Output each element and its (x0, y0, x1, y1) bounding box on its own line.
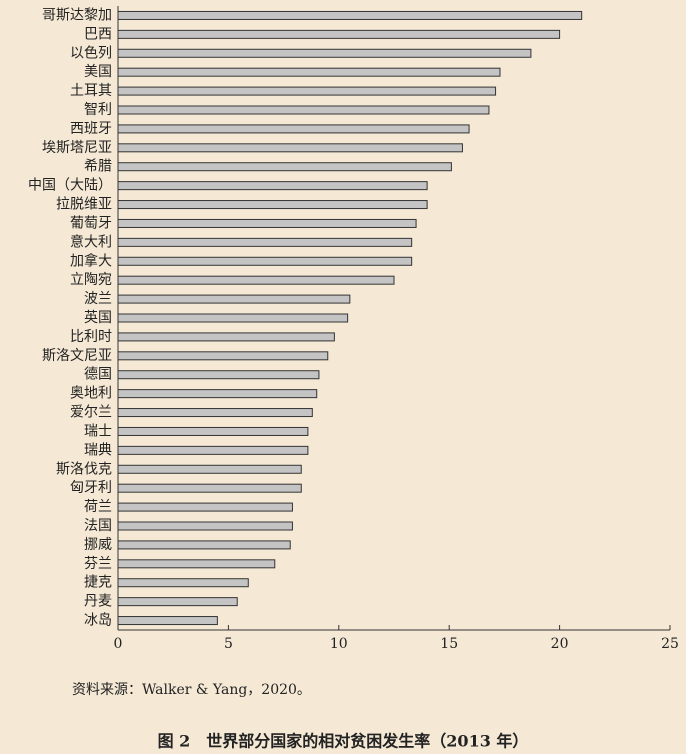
y-tick-label: 法国 (84, 518, 112, 534)
bar (117, 29, 561, 39)
bar (117, 162, 452, 172)
bar (117, 275, 395, 285)
bar (117, 332, 335, 342)
bar (117, 86, 497, 96)
x-tick-label: 15 (440, 636, 458, 652)
y-tick-label: 爱尔兰 (70, 405, 112, 421)
y-tick-label: 希腊 (84, 159, 112, 175)
y-tick-label: 立陶宛 (70, 272, 112, 288)
bar (117, 578, 249, 588)
y-tick-label: 加拿大 (70, 252, 112, 269)
bar (117, 464, 302, 474)
y-tick-label: 冰岛 (84, 613, 112, 629)
bar (117, 48, 532, 58)
bar (117, 389, 318, 399)
bar (117, 540, 291, 550)
y-tick-label: 奥地利 (70, 385, 112, 402)
x-tick-label: 5 (224, 636, 233, 652)
y-tick-label: 捷克 (84, 575, 112, 591)
bar (117, 218, 417, 228)
y-tick-label: 葡萄牙 (70, 215, 112, 231)
bar (117, 370, 320, 380)
y-tick-label: 匈牙利 (70, 480, 112, 496)
bar (117, 502, 293, 512)
bar (117, 616, 218, 626)
bar (117, 143, 463, 153)
y-tick-label: 美国 (84, 64, 112, 80)
y-tick-label: 德国 (84, 367, 112, 383)
bar (117, 408, 313, 418)
y-tick-label: 荷兰 (84, 499, 112, 515)
bar (117, 521, 293, 531)
y-tick-label: 西班牙 (70, 121, 112, 137)
bar (117, 351, 329, 361)
y-tick-label: 丹麦 (84, 594, 112, 610)
bar (117, 237, 413, 247)
x-tick-label: 25 (661, 636, 679, 652)
y-tick-label: 斯洛文尼亚 (42, 348, 112, 364)
bar (117, 256, 413, 266)
bar (117, 181, 428, 191)
y-tick-label: 瑞典 (84, 442, 112, 458)
y-tick-label: 埃斯塔尼亚 (42, 140, 112, 156)
y-tick-label: 挪威 (84, 537, 112, 553)
y-tick-label: 拉脱维亚 (56, 197, 112, 213)
y-tick-label: 巴西 (84, 26, 112, 42)
bar (117, 313, 349, 323)
bar (117, 559, 276, 569)
y-tick-label: 意大利 (70, 233, 112, 250)
source-note: 资料来源：Walker & Yang，2020。 (72, 682, 311, 698)
bar (117, 294, 351, 304)
bar (117, 483, 302, 493)
y-tick-label: 斯洛伐克 (56, 461, 112, 477)
x-tick-label: 0 (114, 636, 123, 652)
bar (117, 445, 309, 455)
x-tick-label: 10 (330, 636, 348, 652)
y-tick-label: 英国 (84, 309, 112, 326)
bar (117, 10, 583, 20)
bar (117, 200, 428, 210)
bar (117, 426, 309, 436)
y-tick-label: 智利 (84, 102, 112, 118)
y-tick-label: 芬兰 (84, 556, 112, 572)
chart-caption: 图 2 世界部分国家的相对贫困发生率（2013 年） (158, 732, 529, 751)
bar (117, 67, 501, 77)
y-tick-label: 比利时 (70, 329, 112, 345)
y-tick-label: 波兰 (84, 291, 112, 307)
y-tick-label: 以色列 (70, 44, 112, 61)
bar (117, 124, 470, 134)
y-tick-label: 中国（大陆） (28, 178, 112, 194)
y-tick-label: 土耳其 (70, 83, 112, 99)
y-tick-label: 哥斯达黎加 (42, 7, 112, 23)
x-tick-label: 20 (551, 636, 569, 652)
y-tick-label: 瑞士 (84, 423, 112, 439)
bar (117, 105, 490, 115)
bar (117, 597, 238, 607)
